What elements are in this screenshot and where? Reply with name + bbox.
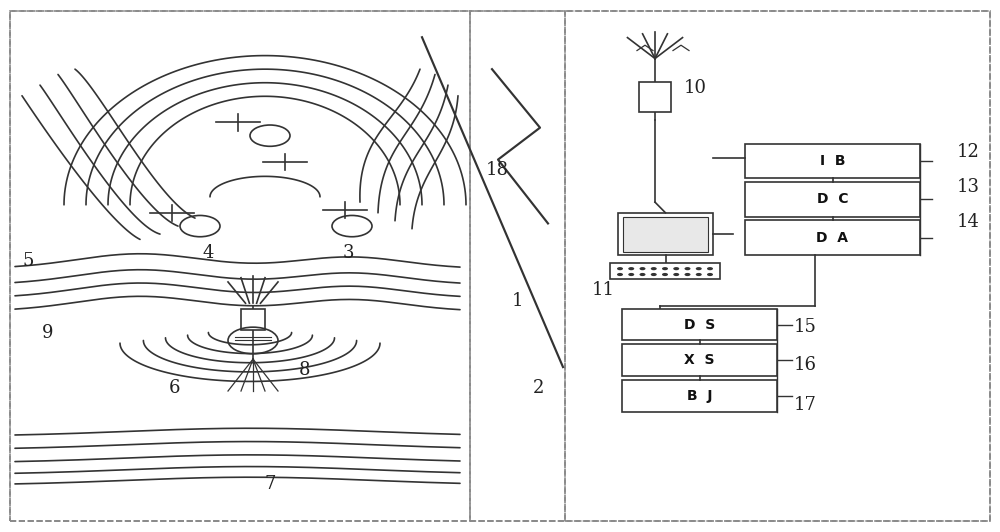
Text: 17: 17 <box>794 396 816 414</box>
Bar <box>745 182 920 217</box>
Bar <box>241 309 265 330</box>
Circle shape <box>707 273 713 276</box>
Text: 14: 14 <box>957 213 979 231</box>
Bar <box>745 220 920 255</box>
Bar <box>618 213 713 255</box>
Bar <box>610 263 720 279</box>
Text: 3: 3 <box>342 244 354 262</box>
Text: I  B: I B <box>820 154 845 168</box>
Text: 11: 11 <box>592 281 614 299</box>
Circle shape <box>684 267 690 270</box>
Bar <box>623 217 708 252</box>
Text: 13: 13 <box>956 178 980 196</box>
Text: 4: 4 <box>202 244 214 262</box>
Text: D  A: D A <box>816 230 848 245</box>
Circle shape <box>617 267 623 270</box>
Text: D  C: D C <box>817 192 848 206</box>
Text: 2: 2 <box>532 379 544 397</box>
Text: 1: 1 <box>512 292 524 310</box>
Text: 12: 12 <box>957 143 979 161</box>
Circle shape <box>651 273 657 276</box>
Bar <box>639 82 671 112</box>
Circle shape <box>640 267 646 270</box>
Circle shape <box>707 267 713 270</box>
Bar <box>622 344 777 376</box>
Text: 8: 8 <box>299 361 311 379</box>
Text: 9: 9 <box>42 323 54 342</box>
Circle shape <box>684 273 690 276</box>
Circle shape <box>673 273 679 276</box>
Circle shape <box>662 267 668 270</box>
Circle shape <box>628 273 634 276</box>
Circle shape <box>696 267 702 270</box>
Text: 6: 6 <box>169 379 181 397</box>
Text: B  J: B J <box>687 389 712 403</box>
Bar <box>622 309 777 340</box>
Text: D  S: D S <box>684 318 715 331</box>
Text: 16: 16 <box>794 356 816 375</box>
Text: 15: 15 <box>794 318 816 336</box>
Circle shape <box>696 273 702 276</box>
Circle shape <box>628 267 634 270</box>
Text: X  S: X S <box>684 353 715 367</box>
Circle shape <box>640 273 646 276</box>
Circle shape <box>673 267 679 270</box>
Text: 18: 18 <box>486 161 509 179</box>
Circle shape <box>651 267 657 270</box>
Bar <box>622 380 777 412</box>
Text: 10: 10 <box>684 79 706 97</box>
Circle shape <box>617 273 623 276</box>
Text: 7: 7 <box>264 475 276 493</box>
Text: 5: 5 <box>22 252 34 270</box>
Bar <box>745 144 920 178</box>
Circle shape <box>662 273 668 276</box>
